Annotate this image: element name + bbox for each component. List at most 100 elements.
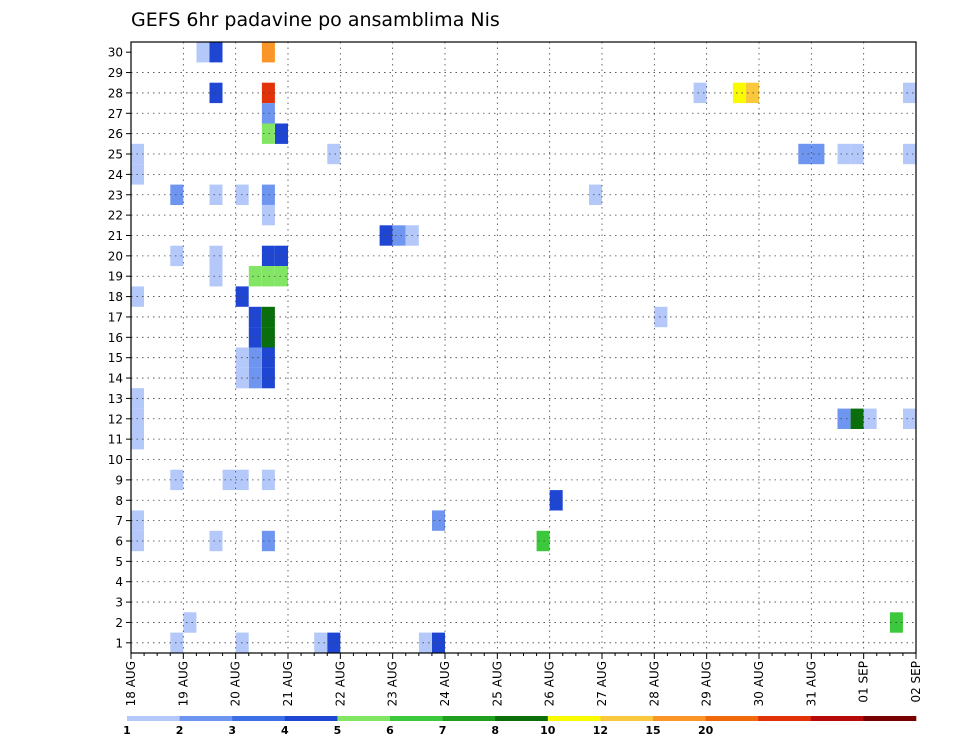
colorbar-label: 8 bbox=[491, 724, 499, 737]
y-tick-label: 3 bbox=[115, 596, 123, 610]
colorbar-label: 1 bbox=[123, 724, 131, 737]
precip-cell bbox=[379, 225, 393, 246]
x-tick-label: 28 AUG bbox=[647, 661, 661, 706]
x-tick-label: 22 AUG bbox=[333, 661, 347, 706]
colorbar-swatch bbox=[232, 716, 286, 721]
precip-cell bbox=[392, 225, 406, 246]
precip-cell bbox=[209, 184, 223, 205]
x-tick-label: 02 SEP bbox=[909, 661, 923, 703]
colorbar-swatch bbox=[284, 716, 338, 721]
x-tick-label: 20 AUG bbox=[229, 661, 243, 706]
precip-cell bbox=[549, 490, 563, 511]
precip-cell bbox=[432, 510, 445, 531]
y-tick-label: 29 bbox=[108, 66, 123, 80]
colorbar-label: 7 bbox=[439, 724, 447, 737]
colorbar-label: 12 bbox=[593, 724, 608, 737]
precip-cell bbox=[248, 306, 262, 328]
precip-cell bbox=[837, 408, 851, 429]
precip-cell bbox=[170, 469, 184, 491]
precip-cell bbox=[261, 306, 275, 328]
y-tick-label: 5 bbox=[115, 555, 123, 569]
precip-cell bbox=[903, 408, 916, 429]
colorbar-swatch bbox=[600, 716, 654, 721]
grid-lines bbox=[131, 42, 916, 653]
precip-cell bbox=[248, 347, 262, 368]
colorbar-swatch bbox=[442, 716, 496, 721]
y-tick-label: 24 bbox=[108, 168, 123, 182]
precip-cell bbox=[170, 245, 184, 267]
colorbar-swatch bbox=[758, 716, 812, 721]
y-tick-label: 18 bbox=[108, 290, 123, 304]
precip-cell bbox=[418, 632, 432, 653]
precip-cell bbox=[903, 82, 916, 104]
colorbar-label: 5 bbox=[334, 724, 342, 737]
precip-cell bbox=[261, 367, 275, 389]
y-tick-label: 23 bbox=[108, 188, 123, 202]
precip-cell bbox=[261, 204, 275, 226]
precip-cell bbox=[589, 184, 602, 205]
y-axis: 1234567891011121314151617181920212223242… bbox=[108, 46, 131, 650]
precip-cell bbox=[261, 103, 275, 124]
x-tick-label: 25 AUG bbox=[490, 661, 504, 706]
x-tick-label: 26 AUG bbox=[543, 661, 557, 706]
precip-cell bbox=[261, 245, 275, 267]
y-tick-label: 13 bbox=[108, 392, 123, 406]
precip-cell bbox=[170, 184, 184, 205]
y-tick-label: 28 bbox=[108, 86, 123, 100]
colorbar-swatch bbox=[390, 716, 443, 721]
colorbar-swatch bbox=[653, 716, 706, 721]
colorbar-swatch bbox=[810, 716, 864, 721]
x-tick-label: 01 SEP bbox=[857, 661, 871, 703]
precip-cell bbox=[261, 530, 275, 552]
precip-cell bbox=[903, 143, 916, 165]
precip-cell bbox=[654, 306, 668, 328]
precip-cell bbox=[209, 530, 223, 552]
x-tick-label: 21 AUG bbox=[281, 661, 295, 706]
y-tick-label: 4 bbox=[115, 575, 123, 589]
x-tick-label: 23 AUG bbox=[386, 661, 400, 706]
precip-cells bbox=[131, 42, 916, 653]
precip-cell bbox=[536, 530, 550, 552]
precip-cell bbox=[209, 82, 223, 104]
precip-cell bbox=[261, 347, 275, 368]
precip-cell bbox=[798, 143, 812, 165]
colorbar-label: 6 bbox=[386, 724, 394, 737]
precip-cell bbox=[170, 632, 184, 653]
y-tick-label: 9 bbox=[115, 473, 123, 487]
plot-frame bbox=[130, 41, 917, 654]
y-tick-label: 11 bbox=[108, 433, 123, 447]
y-tick-label: 19 bbox=[108, 270, 123, 284]
precip-cell bbox=[432, 632, 445, 653]
chart-title: GEFS 6hr padavine po ansamblima Nis bbox=[131, 9, 500, 31]
colorbar-swatch bbox=[863, 716, 917, 721]
y-tick-label: 15 bbox=[108, 351, 123, 365]
colorbar-label: 15 bbox=[645, 724, 660, 737]
precip-cell bbox=[811, 143, 825, 165]
precip-cell bbox=[275, 245, 288, 267]
y-tick-label: 2 bbox=[115, 616, 123, 630]
precip-cell bbox=[275, 123, 288, 144]
precip-cell bbox=[248, 266, 262, 287]
precip-cell bbox=[183, 612, 197, 633]
y-tick-label: 21 bbox=[108, 229, 123, 243]
y-tick-label: 25 bbox=[108, 148, 123, 162]
colorbar-label: 2 bbox=[176, 724, 184, 737]
x-tick-label: 27 AUG bbox=[595, 661, 609, 706]
y-tick-label: 22 bbox=[108, 209, 123, 223]
colorbar-label: 10 bbox=[540, 724, 556, 737]
colorbar-swatch bbox=[127, 716, 180, 721]
x-tick-label: 19 AUG bbox=[176, 661, 190, 706]
precip-cell bbox=[209, 245, 223, 267]
precip-cell bbox=[248, 367, 262, 389]
precip-cell bbox=[261, 42, 275, 63]
precip-cell bbox=[327, 632, 341, 653]
y-tick-label: 20 bbox=[108, 249, 123, 263]
x-tick-label: 18 AUG bbox=[124, 661, 138, 706]
precip-cell bbox=[275, 266, 288, 287]
colorbar-swatch bbox=[179, 716, 233, 721]
colorbar: 1 2 3 4 5 6 7 8 10 12 15 20 bbox=[123, 716, 917, 737]
precip-cell bbox=[261, 184, 275, 205]
precip-cell bbox=[261, 469, 275, 491]
precip-cell bbox=[261, 82, 275, 104]
